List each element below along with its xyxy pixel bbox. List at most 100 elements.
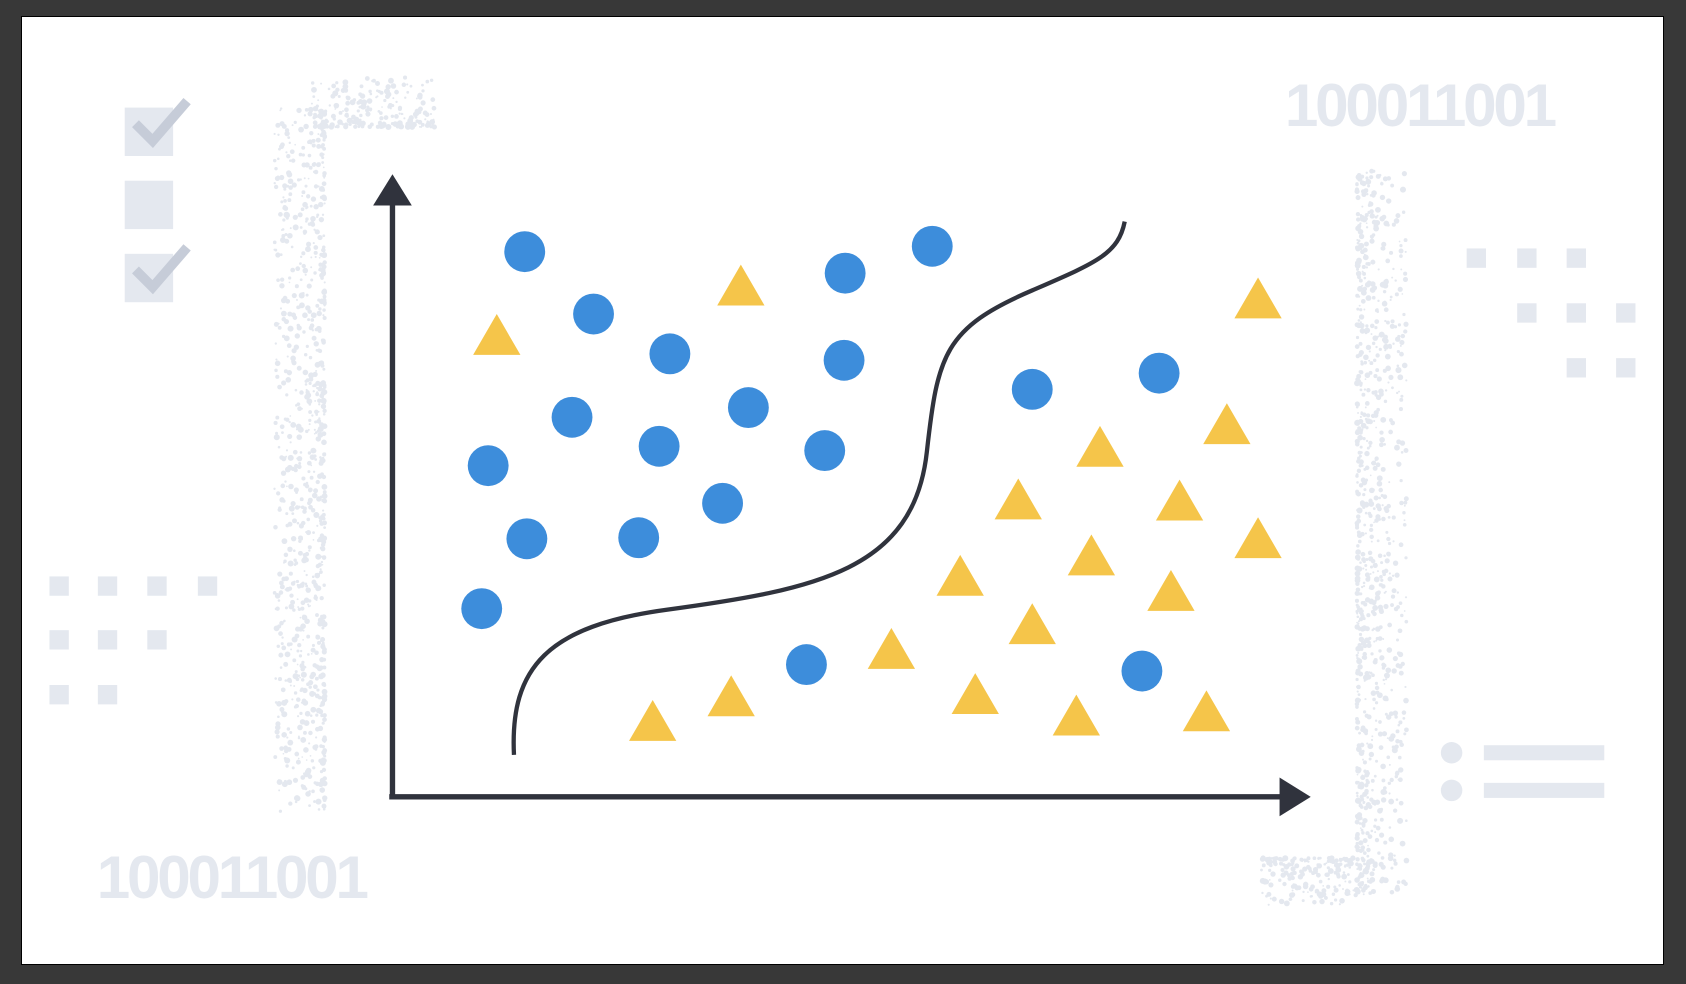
speckle <box>312 531 315 535</box>
speckle <box>1356 747 1361 752</box>
speckle <box>1372 358 1377 363</box>
speckle <box>307 428 310 431</box>
speckle <box>307 177 310 180</box>
speckle <box>322 490 327 494</box>
speckle <box>315 413 318 416</box>
speckle <box>1355 797 1361 803</box>
speckle <box>1374 319 1380 324</box>
speckle <box>1394 715 1398 719</box>
speckle <box>318 216 325 223</box>
speckle <box>1354 877 1360 883</box>
speckle <box>297 736 301 740</box>
speckle <box>301 162 307 168</box>
speckle <box>1378 496 1381 500</box>
speckle <box>1361 180 1367 187</box>
speckle <box>1260 868 1263 872</box>
speckle <box>338 110 343 115</box>
speckle <box>1377 335 1380 338</box>
speckle <box>1372 562 1378 569</box>
speckle <box>1388 792 1391 795</box>
speckle <box>1348 862 1352 867</box>
speckle <box>1358 463 1363 468</box>
speckle <box>283 212 290 219</box>
speckle <box>357 125 361 129</box>
speckle <box>1368 757 1372 761</box>
speckle <box>312 390 315 393</box>
speckle <box>281 645 287 651</box>
speckle <box>1373 419 1376 423</box>
speckle <box>1374 215 1378 219</box>
speckle <box>314 650 319 656</box>
speckle <box>1392 342 1395 345</box>
speckle <box>1363 308 1366 311</box>
speckle <box>317 386 323 392</box>
speckle <box>313 169 319 175</box>
speckle <box>289 149 295 155</box>
speckle <box>1344 880 1347 883</box>
speckle <box>1356 307 1360 311</box>
speckle <box>425 79 430 84</box>
speckle <box>382 121 385 124</box>
speckle <box>418 125 421 128</box>
speckle <box>1369 572 1372 575</box>
speckle <box>311 575 315 579</box>
speckle <box>303 231 307 235</box>
speckle <box>281 636 284 639</box>
speckle <box>1378 173 1382 177</box>
speckle <box>1268 868 1272 872</box>
speckle <box>1404 596 1408 599</box>
speckle <box>305 573 308 577</box>
speckle <box>414 115 418 119</box>
speckle <box>1370 738 1374 742</box>
speckle <box>394 114 399 119</box>
speckle <box>317 808 321 811</box>
speckle <box>286 154 291 159</box>
speckle <box>1356 608 1361 612</box>
speckle <box>273 487 276 490</box>
speckle <box>1369 523 1373 527</box>
speckle <box>293 120 297 124</box>
speckle <box>320 133 324 137</box>
speckle <box>299 278 303 282</box>
grid-square <box>1616 358 1636 378</box>
speckle <box>1401 293 1404 295</box>
speckle <box>1309 895 1313 898</box>
speckle <box>1364 532 1367 535</box>
speckle <box>295 266 301 272</box>
speckle <box>1356 544 1360 548</box>
speckle <box>285 417 290 422</box>
speckle <box>1357 693 1361 697</box>
speckle <box>1283 864 1290 870</box>
speckle <box>1355 581 1360 586</box>
speckle <box>1367 804 1373 810</box>
triangle-point <box>867 628 916 669</box>
speckle <box>299 390 304 395</box>
speckle <box>1359 415 1362 419</box>
speckle <box>1358 349 1364 356</box>
speckle <box>1359 805 1364 809</box>
speckle <box>322 196 327 202</box>
speckle <box>311 162 317 167</box>
speckle <box>390 83 397 89</box>
speckle <box>389 107 392 110</box>
speckle <box>1308 886 1314 892</box>
speckle <box>295 759 301 765</box>
speckle <box>275 358 278 361</box>
speckle <box>316 688 320 692</box>
speckle <box>279 620 284 626</box>
speckle <box>1370 259 1376 265</box>
speckle <box>388 77 394 84</box>
speckle <box>275 369 278 372</box>
speckle <box>279 707 285 712</box>
speckle <box>287 136 291 139</box>
speckle <box>321 493 328 499</box>
speckle <box>1391 588 1397 594</box>
speckle <box>1342 871 1346 874</box>
speckle <box>289 159 292 162</box>
speckle <box>284 130 290 137</box>
speckle <box>415 97 418 100</box>
speckle <box>1365 674 1372 680</box>
speckle <box>1374 799 1381 805</box>
speckle <box>1355 188 1359 191</box>
speckle <box>296 521 300 525</box>
